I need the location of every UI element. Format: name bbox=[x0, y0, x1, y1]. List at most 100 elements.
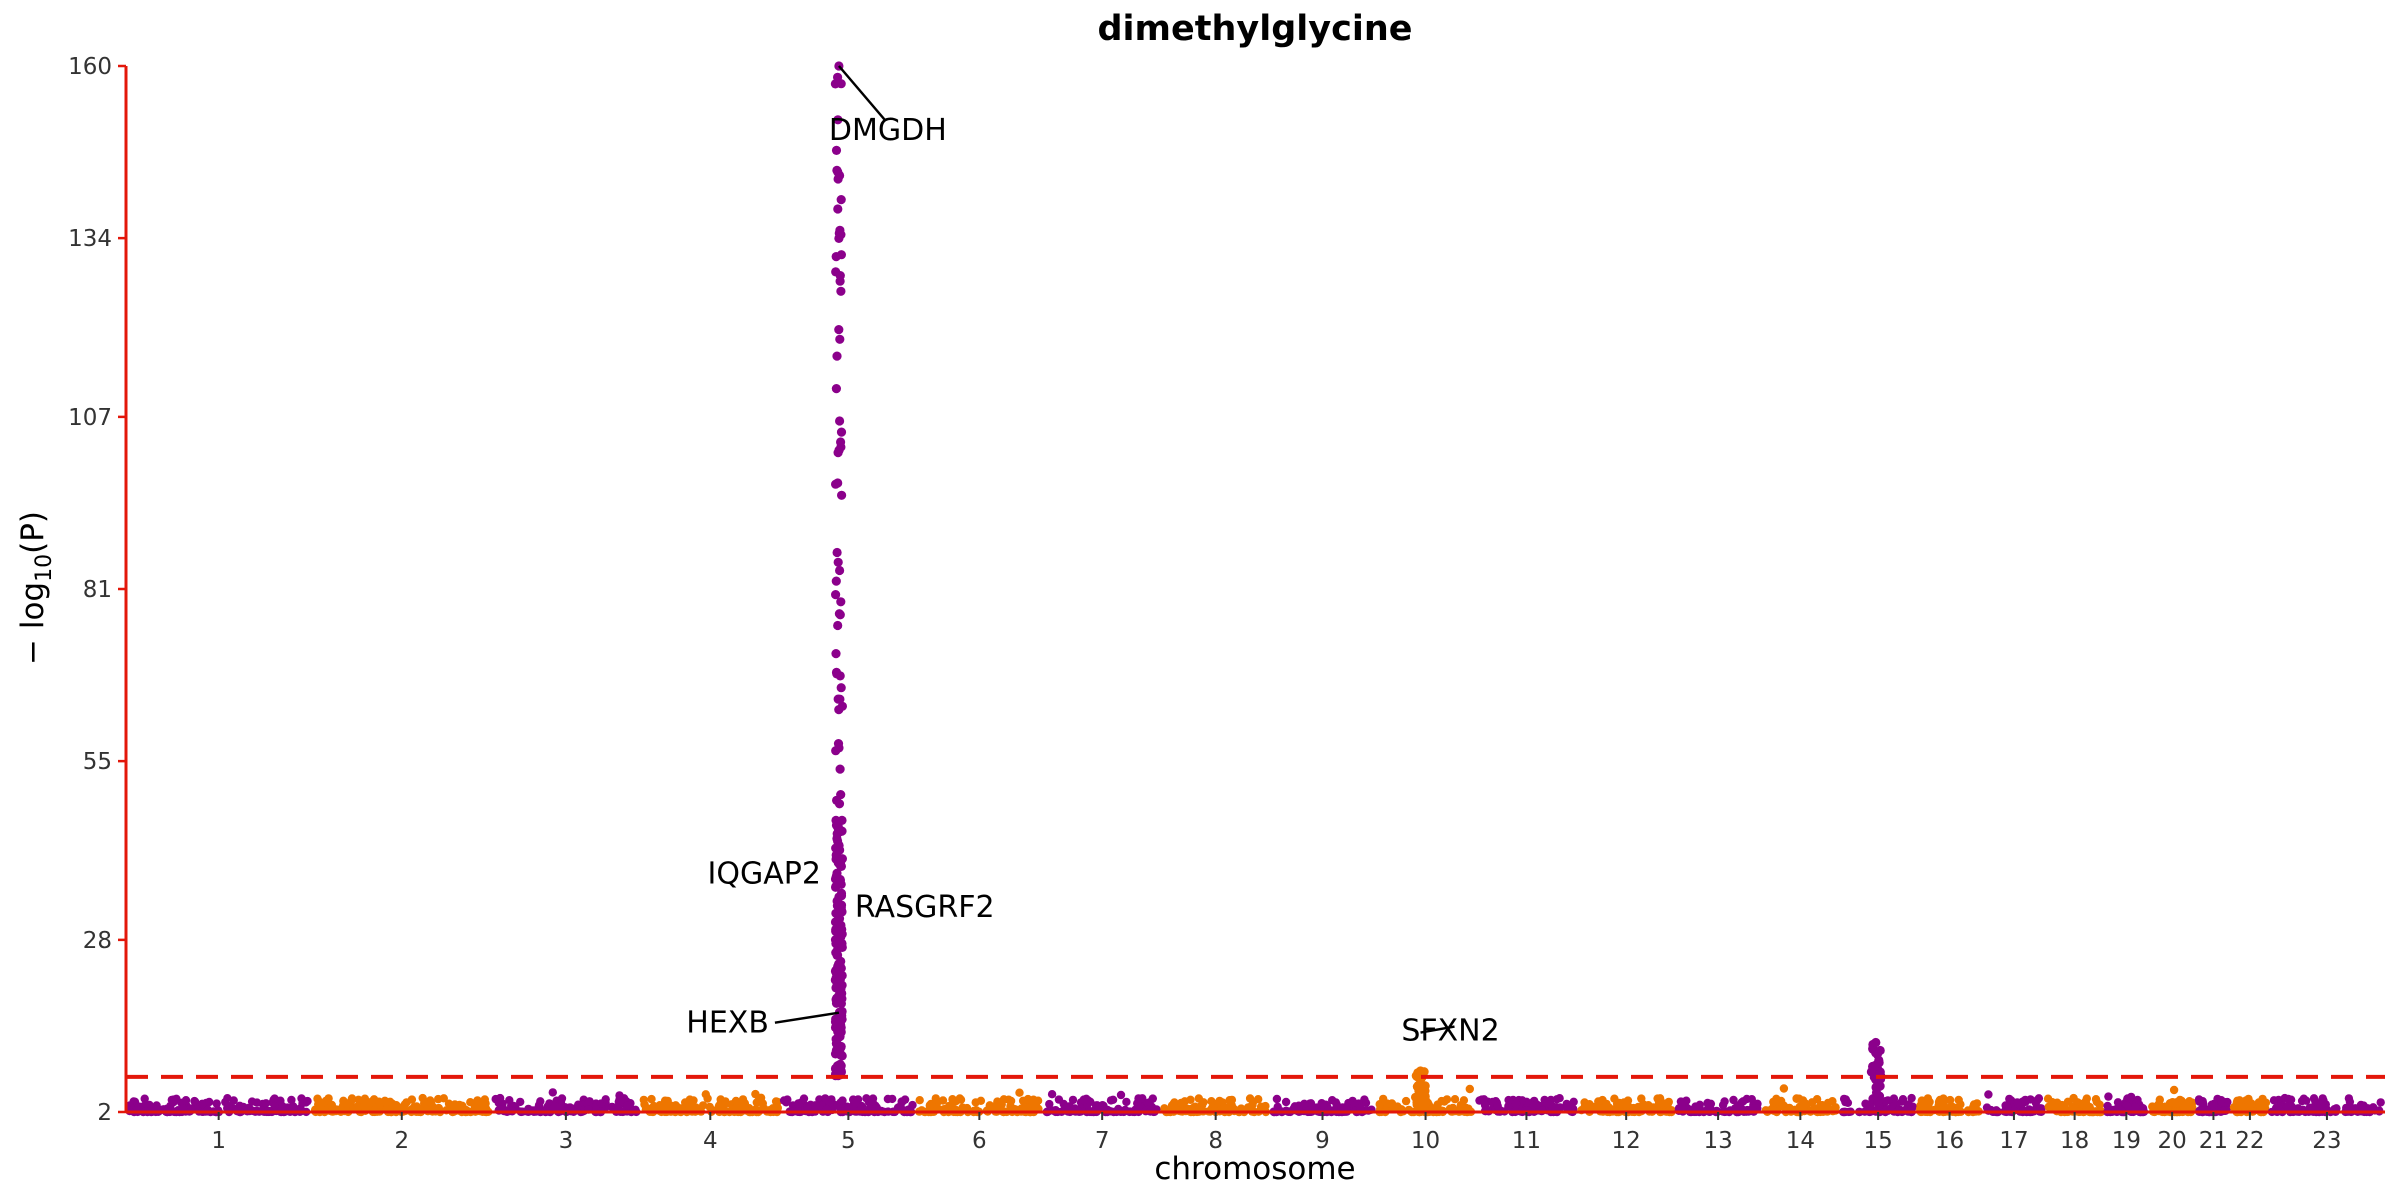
data-point bbox=[134, 1102, 144, 1111]
data-point bbox=[2247, 1099, 2256, 1108]
x-tick-label: 5 bbox=[841, 1128, 856, 1154]
data-point bbox=[831, 815, 841, 826]
data-point bbox=[833, 994, 843, 1004]
data-point bbox=[548, 1088, 557, 1097]
data-point bbox=[831, 982, 841, 993]
data-point bbox=[893, 1103, 903, 1112]
data-point bbox=[832, 351, 842, 361]
data-point bbox=[834, 1028, 844, 1038]
data-point bbox=[758, 1099, 767, 1108]
x-tick-label: 14 bbox=[1786, 1128, 1815, 1154]
data-point bbox=[420, 1099, 429, 1108]
data-point bbox=[2318, 1094, 2327, 1103]
data-point bbox=[1555, 1094, 1564, 1103]
data-point bbox=[1954, 1095, 1963, 1105]
data-point bbox=[190, 1096, 199, 1106]
x-tick-label: 19 bbox=[2112, 1128, 2141, 1154]
y-label-subscript: 10 bbox=[32, 554, 57, 582]
data-point bbox=[837, 942, 847, 953]
data-point bbox=[1799, 1102, 1808, 1112]
data-point bbox=[833, 620, 843, 631]
data-point bbox=[837, 490, 847, 500]
data-point bbox=[181, 1096, 191, 1105]
x-tick-label: 1 bbox=[211, 1128, 226, 1154]
data-point bbox=[1225, 1096, 1234, 1105]
x-tick-label: 18 bbox=[2060, 1128, 2089, 1154]
data-point bbox=[1450, 1095, 1460, 1104]
data-point bbox=[649, 1101, 659, 1111]
data-point bbox=[375, 1099, 384, 1109]
data-point bbox=[835, 416, 845, 426]
data-point bbox=[1245, 1094, 1255, 1103]
data-point bbox=[2269, 1096, 2279, 1105]
data-point bbox=[2169, 1085, 2179, 1095]
data-point bbox=[324, 1094, 333, 1103]
data-point bbox=[833, 824, 843, 834]
data-point bbox=[1493, 1101, 1502, 1111]
x-tick-label: 9 bbox=[1315, 1128, 1330, 1154]
y-tick-label: 55 bbox=[83, 749, 112, 775]
data-point bbox=[615, 1091, 624, 1100]
data-point bbox=[1917, 1097, 1927, 1106]
data-point bbox=[1281, 1097, 1291, 1107]
data-point bbox=[1543, 1099, 1552, 1108]
data-point bbox=[1177, 1098, 1186, 1108]
data-point bbox=[1300, 1099, 1309, 1109]
data-point bbox=[832, 165, 842, 175]
x-tick-label: 2 bbox=[394, 1128, 409, 1154]
data-point bbox=[1594, 1097, 1603, 1106]
data-points bbox=[125, 61, 2385, 1117]
data-point bbox=[1677, 1099, 1687, 1108]
data-point bbox=[1079, 1096, 1088, 1105]
data-point bbox=[647, 1094, 656, 1104]
data-point bbox=[836, 1067, 847, 1077]
data-point bbox=[287, 1095, 296, 1105]
data-point bbox=[601, 1095, 610, 1104]
data-point bbox=[897, 1097, 906, 1106]
data-point bbox=[1122, 1097, 1131, 1107]
y-tick-label: 28 bbox=[83, 928, 112, 954]
data-point bbox=[1816, 1101, 1825, 1110]
data-point bbox=[836, 250, 847, 260]
x-tick-label: 6 bbox=[972, 1128, 987, 1154]
data-point bbox=[1068, 1095, 1078, 1105]
data-point bbox=[1872, 1049, 1882, 1059]
data-point bbox=[925, 1101, 934, 1110]
data-point bbox=[834, 743, 844, 753]
y-tick-label: 160 bbox=[68, 54, 112, 80]
data-point bbox=[1401, 1096, 1411, 1106]
data-point bbox=[369, 1095, 379, 1104]
x-tick-label: 12 bbox=[1612, 1128, 1641, 1154]
data-point bbox=[1737, 1098, 1747, 1107]
data-point bbox=[835, 334, 845, 344]
data-point bbox=[2095, 1100, 2104, 1109]
data-point bbox=[835, 764, 845, 774]
data-point bbox=[1823, 1102, 1833, 1112]
data-point bbox=[2103, 1101, 2112, 1111]
data-point-peak-top bbox=[1871, 1037, 1881, 1048]
data-point bbox=[832, 547, 842, 558]
data-point bbox=[2131, 1102, 2140, 1112]
data-point bbox=[1029, 1095, 1038, 1104]
y-tick-label: 2 bbox=[97, 1100, 112, 1126]
data-point bbox=[1552, 1103, 1562, 1113]
data-point bbox=[516, 1097, 525, 1107]
x-axis-label: chromosome bbox=[1154, 1151, 1355, 1187]
data-point bbox=[831, 667, 842, 678]
data-point bbox=[1379, 1094, 1388, 1104]
data-point bbox=[782, 1098, 791, 1107]
data-point bbox=[1387, 1099, 1397, 1108]
data-point bbox=[811, 1101, 820, 1110]
data-point bbox=[835, 875, 846, 886]
data-point bbox=[1086, 1097, 1095, 1107]
data-point bbox=[836, 597, 846, 607]
x-tick-label: 21 bbox=[2199, 1128, 2228, 1154]
data-point bbox=[838, 1096, 847, 1105]
data-point bbox=[833, 204, 843, 214]
data-point bbox=[831, 649, 841, 659]
data-point bbox=[836, 195, 846, 205]
data-point bbox=[1839, 1094, 1849, 1104]
data-point bbox=[1356, 1103, 1365, 1113]
x-tick-label: 17 bbox=[1999, 1128, 2028, 1154]
